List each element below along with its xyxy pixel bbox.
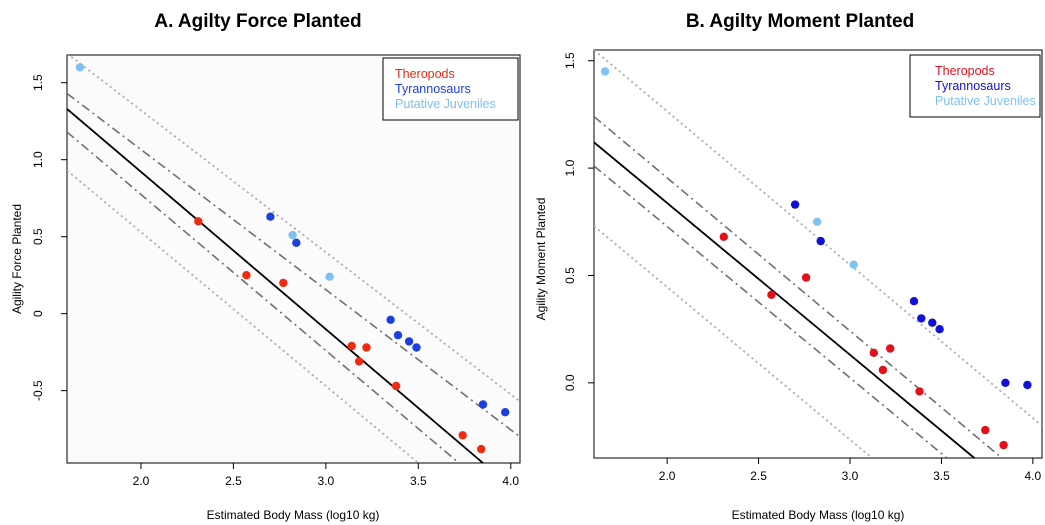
panel-a-point-putative-juveniles-0: [75, 63, 85, 72]
panel-a-xtick-label-3: 3.5: [410, 474, 427, 488]
panel-b-ytick-label-2: 0.5: [563, 267, 577, 284]
panel-a-legend-theropods: Theropods: [395, 67, 455, 81]
panel-b-point-theropods-6: [915, 387, 924, 396]
panel-b-point-theropods-4: [878, 365, 888, 375]
panel-a: A. Agilty Force Planted 2.0 2.5 3.0 3.5 4.0 1…: [10, 11, 521, 522]
panel-a-point-theropods-1: [242, 271, 251, 280]
panel-a-point-theropods-5: [362, 343, 371, 352]
panel-b-plot-area: [594, 50, 1042, 458]
panel-b-dotted-line-4: [594, 225, 873, 458]
panel-a-point-tyrannosaurs-4: [404, 337, 414, 346]
panel-b-point-theropods-3: [869, 348, 878, 357]
panel-a-plot-area: [67, 55, 520, 463]
panel-b-point-tyrannosaurs-3: [917, 314, 926, 323]
panel-a-point-theropods-6: [391, 381, 401, 391]
panel-b-point-theropods-8: [999, 440, 1008, 450]
panel-b-xtick-label-2: 3.0: [842, 469, 859, 483]
panel-a-point-tyrannosaurs-3: [393, 331, 403, 340]
panel-b-dashdot-line-1: [594, 115, 1003, 458]
panel-b-legend: Theropods Tyrannosaurs Putative Juvenile…: [909, 54, 1041, 118]
panel-b-xtick-label-3: 3.5: [933, 469, 950, 483]
panel-a-ytick-label-2: 0.5: [31, 228, 45, 245]
panel-b-legend-tyrannosaurs: Tyrannosaurs: [935, 79, 1011, 93]
panel-a-plot-frame: [66, 54, 521, 464]
panel-a-point-theropods-4: [354, 357, 364, 366]
panel-a-point-theropods-0: [194, 217, 203, 226]
panel-b-ytick-label-3: 0.0: [563, 374, 577, 391]
panel-b-ytick-label-1: 1.0: [563, 159, 577, 176]
panel-a-title: A. Agilty Force Planted: [154, 11, 361, 32]
panel-b-point-theropods-0: [719, 232, 728, 241]
panel-b-xtick-label-4: 4.0: [1025, 469, 1042, 483]
panel-b-xtick-label-1: 2.5: [750, 469, 767, 483]
panel-b-dashdot-line-2: [594, 165, 948, 458]
panel-a-point-tyrannosaurs-0: [266, 212, 275, 221]
panel-b-point-tyrannosaurs-4: [928, 318, 937, 327]
panel-a-point-theropods-2: [279, 278, 288, 288]
panel-a-point-putative-juveniles-1: [288, 230, 297, 240]
panel-a-xtick-label-1: 2.5: [225, 474, 242, 488]
panel-a-ylabel: Agility Force Planted: [10, 204, 24, 314]
panel-b-point-tyrannosaurs-1: [816, 236, 825, 246]
panel-a-ytick-label-3: 0: [31, 310, 45, 317]
panel-b-point-putative-juveniles-1: [812, 217, 822, 226]
panel-a-xlabel: Estimated Body Mass (log10 kg): [207, 508, 380, 522]
panel-b-point-tyrannosaurs-7: [1023, 380, 1032, 390]
panel-b-axes: 2.0 2.5 3.0 3.5 4.0 1.5 1.0 0.5 0.0: [563, 52, 1042, 483]
panel-a-xtick-label-4: 4.0: [502, 474, 519, 488]
panel-a-legend-tyrannosaurs: Tyrannosaurs: [395, 82, 471, 96]
panel-a-xtick-label-2: 3.0: [318, 474, 335, 488]
panel-a-point-tyrannosaurs-7: [501, 408, 510, 417]
panel-a-legend-box: [382, 57, 519, 121]
panel-b-ytick-label-0: 1.5: [563, 52, 577, 69]
panel-b-point-tyrannosaurs-5: [935, 325, 944, 334]
panel-a-xtick-label-0: 2.0: [133, 474, 150, 488]
panel-a-ytick-label-1: 1.0: [31, 151, 45, 168]
panel-a-point-tyrannosaurs-6: [478, 400, 488, 409]
panel-b-plot-frame: [593, 49, 1043, 459]
panel-a-point-putative-juveniles-2: [325, 272, 334, 281]
panel-a-point-tyrannosaurs-2: [386, 315, 395, 324]
panel-b: B. Agilty Moment Planted 2.0 2.5 3.0 3.5 4.0…: [534, 11, 1043, 522]
panel-b-xtick-label-0: 2.0: [659, 469, 676, 483]
panel-b-legend-juveniles: Putative Juveniles: [935, 94, 1036, 108]
panel-b-point-tyrannosaurs-0: [790, 200, 800, 209]
panel-b-legend-box: [909, 54, 1041, 118]
panel-b-legend-theropods: Theropods: [935, 64, 995, 78]
panel-a-solid-line-0: [67, 108, 484, 463]
panel-b-point-tyrannosaurs-6: [1001, 378, 1010, 387]
panel-b-xlabel: Estimated Body Mass (log10 kg): [732, 508, 905, 522]
panel-a-ytick-label-4: -0.5: [31, 380, 45, 401]
panel-a-point-tyrannosaurs-1: [292, 238, 301, 247]
panel-b-point-theropods-7: [981, 425, 990, 435]
panel-a-point-theropods-7: [458, 431, 467, 440]
panel-b-ylabel: Agility Moment Planted: [534, 198, 548, 321]
panel-b-point-putative-juveniles-0: [600, 67, 610, 76]
panel-a-point-tyrannosaurs-5: [412, 343, 421, 352]
panel-a-axes: 2.0 2.5 3.0 3.5 4.0 1.5 1.0 0.5 0 -0.5: [31, 74, 519, 488]
panel-b-title: B. Agilty Moment Planted: [686, 11, 914, 32]
panel-b-point-putative-juveniles-2: [849, 260, 858, 269]
panel-a-ytick-label-0: 1.5: [31, 74, 45, 91]
panel-a-point-theropods-3: [347, 341, 356, 351]
panel-a-point-theropods-8: [477, 444, 486, 454]
panel-a-legend: Theropods Tyrannosaurs Putative Juvenile…: [382, 57, 519, 121]
panel-b-point-theropods-1: [767, 290, 776, 299]
panel-b-point-theropods-2: [801, 273, 811, 282]
panel-b-point-tyrannosaurs-2: [909, 297, 919, 306]
panel-b-point-theropods-5: [886, 344, 895, 353]
panel-a-dotted-line-3: [67, 55, 520, 403]
panel-a-legend-juveniles: Putative Juveniles: [395, 97, 496, 111]
panel-b-solid-line-0: [594, 141, 975, 458]
panel-a-dotted-line-4: [67, 169, 419, 463]
